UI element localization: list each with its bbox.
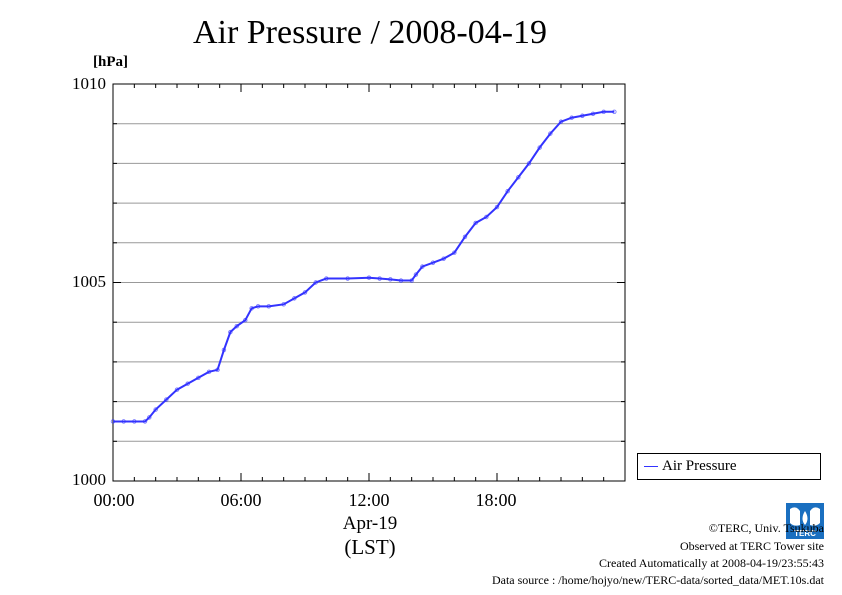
data-point (164, 397, 169, 402)
logo-text: TERC (794, 529, 816, 538)
data-point (302, 290, 308, 295)
footer-copyright: ©TERC, Univ. Tsukuba (708, 521, 824, 535)
footer-observed: Observed at TERC Tower site (679, 539, 824, 553)
y-axis-unit-label: [hPa] (93, 54, 128, 70)
series-line (113, 110, 615, 423)
terc-logo: TERC (786, 503, 824, 539)
y-tick-label: 1010 (72, 74, 106, 93)
data-point (174, 387, 180, 392)
data-point (234, 323, 239, 329)
footer-created: Created Automatically at 2008-04-19/23:5… (599, 556, 824, 570)
data-point (221, 347, 227, 353)
data-point (388, 277, 393, 282)
data-point (420, 264, 425, 269)
data-point (243, 318, 248, 323)
data-point (255, 304, 261, 309)
legend-swatch (644, 466, 658, 467)
data-point (494, 204, 500, 210)
data-point (473, 220, 478, 226)
data-point (281, 302, 286, 307)
data-point (441, 256, 446, 261)
data-point (569, 115, 574, 120)
y-tick-label: 1000 (72, 470, 106, 489)
x-tick-label: 00:00 (93, 490, 135, 510)
data-point (452, 250, 457, 255)
data-point (185, 381, 190, 386)
data-point (196, 375, 201, 380)
data-point (548, 131, 553, 136)
data-point (292, 296, 297, 301)
x-axis-date-label: Apr-19 (342, 513, 398, 534)
data-point (266, 304, 271, 309)
data-point (206, 369, 212, 375)
x-tick-label: 18:00 (475, 490, 517, 510)
data-point (612, 109, 617, 114)
data-point (313, 280, 318, 285)
data-point (324, 276, 329, 281)
data-point (366, 275, 372, 280)
data-point (505, 188, 510, 194)
data-point (110, 419, 116, 424)
data-point (398, 278, 404, 283)
footer-source: Data source : /home/hojyo/new/TERC-data/… (491, 573, 824, 587)
legend-label: Air Pressure (662, 458, 737, 474)
data-point (537, 145, 542, 150)
data-point (409, 278, 414, 283)
data-point (580, 113, 585, 118)
chart-title: Air Pressure / 2008-04-19 (192, 14, 548, 51)
data-point (121, 419, 126, 424)
data-point (590, 111, 596, 116)
data-point (430, 260, 436, 265)
data-point (377, 276, 382, 281)
data-point (215, 367, 220, 373)
data-point (228, 329, 233, 335)
data-point (413, 272, 419, 277)
data-point (147, 415, 152, 420)
x-tick-label: 12:00 (348, 490, 390, 510)
data-point (484, 214, 489, 220)
x-axis-timezone-label: (LST) (344, 535, 396, 559)
data-point (601, 109, 606, 114)
data-point (132, 419, 137, 424)
data-point (153, 407, 158, 412)
legend: Air Pressure (637, 453, 821, 480)
data-point (462, 234, 468, 240)
data-point (249, 306, 254, 311)
data-point (526, 161, 532, 166)
data-point (142, 419, 148, 424)
data-point (558, 119, 564, 124)
data-point (516, 175, 521, 180)
data-point (345, 276, 350, 281)
y-tick-label: 1005 (72, 272, 106, 291)
x-tick-label: 06:00 (220, 490, 262, 510)
